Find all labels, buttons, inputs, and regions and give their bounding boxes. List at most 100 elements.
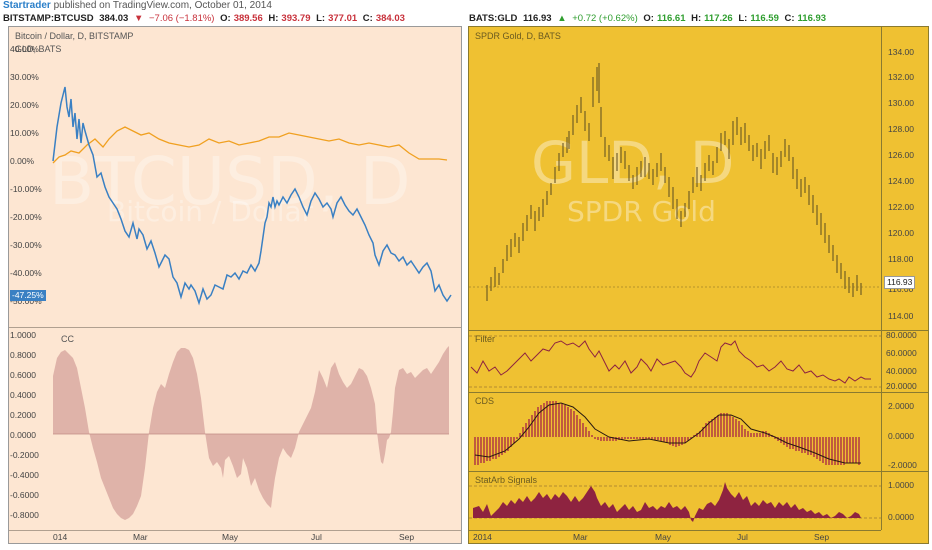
left-main-subtitle: GLD, BATS — [15, 44, 62, 54]
y-tick: -40.00% — [10, 268, 42, 278]
y-tick: 132.00 — [888, 72, 914, 82]
btc-current-badge: -47.25% — [10, 290, 46, 301]
y-tick: -10.00% — [10, 184, 42, 194]
left-h-label: H: — [268, 13, 279, 24]
right-c-label: C: — [784, 13, 795, 24]
cds-pane[interactable]: CDS — [469, 393, 881, 471]
y-tick: 10.00% — [10, 128, 39, 138]
up-arrow-icon: ▲ — [557, 13, 567, 24]
x-tick: 014 — [53, 532, 68, 542]
right-quote-line: BATS:GLD 116.93 ▲ +0.72 (+0.62%) O: 116.6… — [469, 13, 829, 25]
left-cc-pane[interactable]: CC — [9, 328, 461, 530]
y-tick: 134.00 — [888, 47, 914, 57]
left-watermark-desc: Bitcoin / Dollar — [107, 195, 314, 228]
y-tick: 0.0000 — [10, 430, 36, 440]
left-x-axis[interactable]: 014 Mar May Jul Sep — [9, 530, 461, 544]
gld-compare-line — [52, 126, 448, 164]
gld-ohlc-bars — [486, 63, 862, 301]
y-tick: 0.00% — [10, 156, 35, 166]
left-main-title: Bitcoin / Dollar, D, BITSTAMP — [15, 31, 134, 41]
y-tick: -20.00% — [10, 212, 42, 222]
pane-divider[interactable] — [9, 327, 461, 328]
cds-y-axis[interactable]: 2.0000 0.0000 -2.0000 — [881, 393, 929, 471]
y-tick: -0.4000 — [10, 470, 39, 480]
right-high: 117.26 — [704, 13, 733, 24]
left-last: 384.03 — [99, 13, 129, 24]
y-tick: 20.0000 — [886, 381, 917, 391]
statarb-y-axis[interactable]: 1.0000 0.0000 — [881, 472, 929, 530]
pane-divider[interactable] — [469, 392, 929, 393]
y-tick: 122.00 — [888, 202, 914, 212]
y-tick: -30.00% — [10, 240, 42, 250]
cc-title: CC — [61, 334, 74, 344]
filter-pane[interactable]: Filter — [469, 331, 881, 392]
cds-plot — [474, 401, 861, 465]
left-symbol[interactable]: BITSTAMP:BTCUSD — [3, 13, 94, 24]
x-tick: May — [222, 532, 239, 542]
y-tick: 1.0000 — [888, 480, 914, 490]
y-tick: 128.00 — [888, 124, 914, 134]
cds-signal-line — [474, 402, 861, 464]
y-tick: 130.00 — [888, 98, 914, 108]
pane-divider[interactable] — [469, 330, 929, 331]
y-tick: 116.00 — [888, 284, 914, 294]
statarb-area — [473, 482, 861, 522]
right-x-axis[interactable]: 2014 Mar May Jul Sep — [469, 530, 881, 544]
right-last: 116.93 — [523, 13, 552, 24]
cds-title: CDS — [475, 396, 495, 406]
x-tick: Mar — [133, 532, 148, 542]
y-tick: 60.0000 — [886, 348, 917, 358]
right-main-pane[interactable]: GLD, D SPDR Gold SPDR Gold, D, BATS — [469, 27, 881, 330]
y-tick: 126.00 — [888, 150, 914, 160]
right-close: 116.93 — [797, 13, 827, 24]
left-o-label: O: — [220, 13, 231, 24]
x-tick: 2014 — [473, 532, 492, 542]
y-tick: -50.00% — [10, 296, 42, 306]
cc-y-axis[interactable]: 1.0000 0.8000 0.6000 0.4000 0.2000 0.000… — [0, 328, 60, 528]
y-tick: 40.0000 — [886, 366, 917, 376]
down-arrow-icon: ▼ — [133, 13, 144, 24]
y-tick: 2.0000 — [888, 401, 914, 411]
y-tick: 114.00 — [888, 311, 914, 321]
right-symbol[interactable]: BATS:GLD — [469, 13, 518, 24]
right-low: 116.59 — [750, 13, 779, 24]
left-y-axis[interactable]: 40.00% 30.00% 20.00% 10.00% 0.00% -10.00… — [0, 27, 60, 327]
filter-y-axis[interactable]: 80.0000 60.0000 40.0000 20.0000 — [881, 330, 929, 392]
btc-gld-plot — [52, 86, 452, 306]
y-tick: 40.00% — [10, 44, 39, 54]
statarb-plot — [469, 482, 881, 522]
right-h-label: H: — [691, 13, 702, 24]
x-tick: Sep — [399, 532, 415, 542]
right-chart-frame — [468, 26, 929, 544]
filter-plot — [469, 335, 881, 388]
y-tick: -2.0000 — [888, 460, 917, 470]
pane-divider[interactable] — [469, 471, 929, 472]
gld-current-badge: 116.93 — [884, 276, 916, 289]
right-open: 116.61 — [656, 13, 686, 24]
y-tick: -0.8000 — [10, 510, 39, 520]
y-tick: 0.0000 — [888, 431, 914, 441]
y-tick: 0.2000 — [10, 410, 36, 420]
author-link[interactable]: Startrader — [3, 0, 51, 11]
left-watermark-symbol: BTCUSD, D — [49, 143, 411, 220]
statarb-pane[interactable]: StatArb Signals — [469, 472, 881, 530]
filter-title: Filter — [475, 334, 495, 344]
left-open: 389.56 — [233, 13, 263, 24]
right-o-label: O: — [643, 13, 654, 24]
right-main-title: SPDR Gold, D, BATS — [475, 31, 561, 41]
right-y-axis[interactable]: 134.00 132.00 130.00 128.00 126.00 124.0… — [881, 27, 929, 330]
y-tick: 0.4000 — [10, 390, 36, 400]
cc-area — [53, 346, 449, 520]
cc-plot — [53, 346, 449, 520]
left-l-label: L: — [316, 13, 326, 24]
left-main-pane[interactable]: BTCUSD, D Bitcoin / Dollar Bitcoin / Dol… — [9, 27, 453, 327]
left-close: 384.03 — [375, 13, 405, 24]
left-high: 393.79 — [281, 13, 311, 24]
btc-line — [52, 86, 452, 306]
filter-line — [470, 340, 871, 384]
y-tick: 30.00% — [10, 72, 39, 82]
cds-histogram — [474, 401, 860, 465]
left-change: −7.06 (−1.81%) — [148, 13, 215, 24]
y-tick: 0.0000 — [888, 512, 914, 522]
publish-header: Startrader published on TradingView.com,… — [0, 0, 932, 12]
